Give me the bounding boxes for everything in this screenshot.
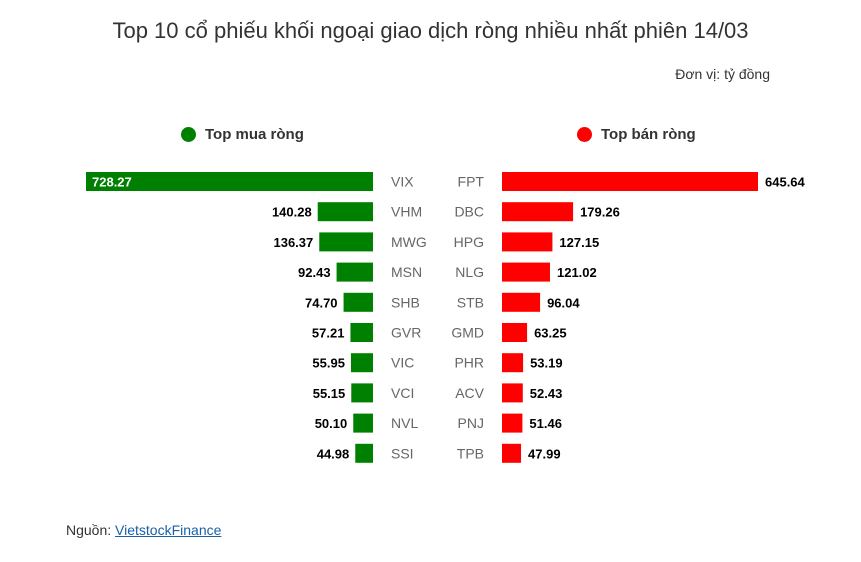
sell-bar <box>502 383 523 403</box>
sell-bar <box>502 172 758 191</box>
buy-ticker-label: VCI <box>391 385 414 401</box>
sell-value-label: 63.25 <box>534 326 567 341</box>
buy-bar <box>317 202 373 222</box>
buy-value-label: 55.95 <box>312 356 345 371</box>
legend-sell[interactable]: Top bán ròng <box>577 126 696 143</box>
buy-bar <box>350 323 373 342</box>
buy-bar <box>86 172 373 191</box>
sell-ticker-label: PHR <box>454 355 484 371</box>
legend-buy-label: Top mua ròng <box>205 126 304 143</box>
sell-ticker-label: PNJ <box>458 415 484 431</box>
legend-sell-label: Top bán ròng <box>601 126 696 143</box>
buy-ticker-label: MWG <box>391 234 427 250</box>
buy-ticker-label: VIX <box>391 174 414 190</box>
sell-bar <box>502 262 550 282</box>
legend-sell-dot <box>577 127 592 142</box>
buy-value-label: 728.27 <box>92 175 132 190</box>
buy-value-label: 92.43 <box>298 265 331 280</box>
legend-buy[interactable]: Top mua ròng <box>181 126 304 143</box>
sell-bar <box>502 353 524 373</box>
sell-bar <box>502 202 574 222</box>
sell-value-label: 47.99 <box>528 446 561 461</box>
sell-bar <box>502 323 528 342</box>
buy-ticker-label: SHB <box>391 294 420 310</box>
sell-ticker-label: TPB <box>457 445 484 461</box>
sell-value-label: 51.46 <box>529 416 562 431</box>
buy-bar <box>343 292 373 312</box>
buy-bar <box>336 262 373 282</box>
buy-bar <box>351 383 373 403</box>
buy-value-label: 55.15 <box>313 386 346 401</box>
sell-value-label: 53.19 <box>530 356 563 371</box>
buy-ticker-label: NVL <box>391 415 418 431</box>
sell-value-label: 121.02 <box>557 265 597 280</box>
chart-title: Top 10 cổ phiếu khối ngoại giao dịch ròn… <box>112 18 749 43</box>
source-link[interactable]: VietstockFinance <box>115 522 222 538</box>
sell-value-label: 179.26 <box>580 205 620 220</box>
sell-ticker-label: HPG <box>454 234 484 250</box>
sell-value-label: 52.43 <box>530 386 563 401</box>
sell-ticker-label: STB <box>457 294 484 310</box>
buy-value-label: 136.37 <box>273 235 313 250</box>
buy-ticker-label: VHM <box>391 204 422 220</box>
sell-bar <box>502 413 523 433</box>
buy-bar <box>355 443 373 463</box>
source-prefix: Nguồn: <box>66 522 116 538</box>
sell-bar <box>502 443 522 463</box>
buy-ticker-label: VIC <box>391 355 414 371</box>
legend-buy-dot <box>181 127 196 142</box>
sell-value-label: 96.04 <box>547 295 580 310</box>
buy-value-label: 50.10 <box>315 416 348 431</box>
sell-ticker-label: NLG <box>455 264 484 280</box>
source-line: Nguồn: VietstockFinance <box>66 522 221 538</box>
buy-ticker-label: MSN <box>391 264 422 280</box>
buy-bar <box>353 413 373 433</box>
unit-label: Đơn vị: tỷ đồng <box>675 66 770 82</box>
sell-value-label: 127.15 <box>559 235 599 250</box>
buy-bar <box>350 353 373 373</box>
sell-ticker-label: FPT <box>458 174 485 190</box>
buy-value-label: 140.28 <box>272 205 312 220</box>
sell-ticker-label: GMD <box>451 325 484 341</box>
sell-ticker-label: DBC <box>454 204 484 220</box>
sell-bar <box>502 232 553 252</box>
sell-bar <box>502 292 541 312</box>
buy-bar <box>319 232 373 252</box>
sell-value-label: 645.64 <box>765 175 806 190</box>
buy-ticker-label: GVR <box>391 325 421 341</box>
buy-value-label: 44.98 <box>317 446 350 461</box>
sell-ticker-label: ACV <box>455 385 484 401</box>
buy-value-label: 74.70 <box>305 295 338 310</box>
buy-value-label: 57.21 <box>312 326 345 341</box>
buy-ticker-label: SSI <box>391 445 414 461</box>
